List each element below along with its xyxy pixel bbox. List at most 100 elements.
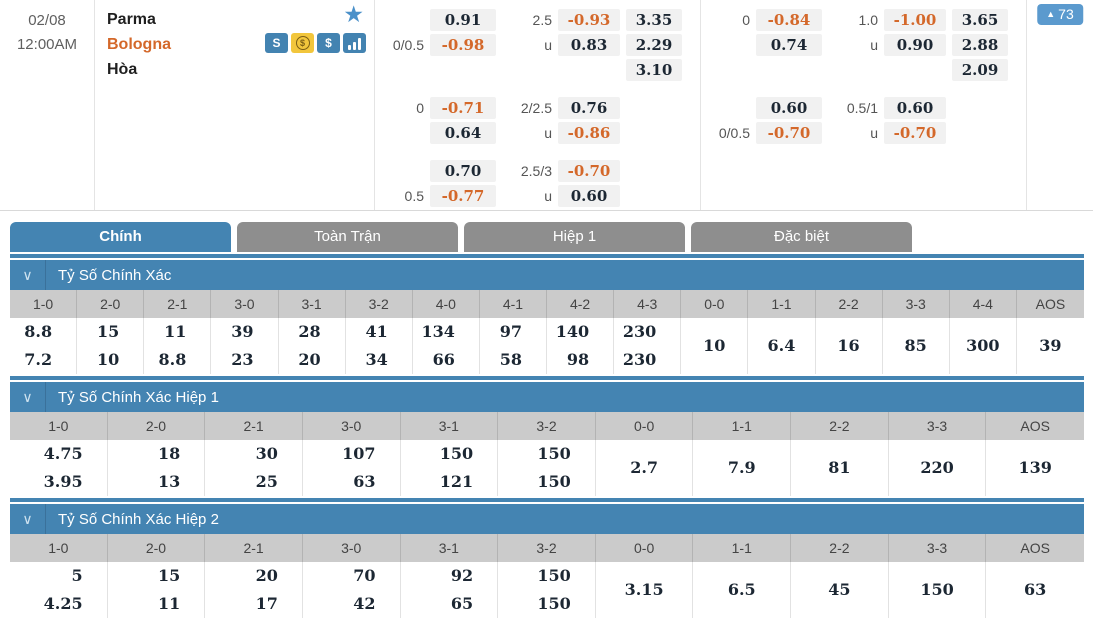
odds-value[interactable]: -0.70: [884, 121, 946, 144]
odds-value[interactable]: -1.00: [884, 8, 946, 31]
score-odds-cell[interactable]: 97 58: [480, 318, 547, 374]
handicap-line-label: 0: [742, 11, 750, 28]
score-odds-cell[interactable]: 28 20: [279, 318, 346, 374]
odds-value: [756, 59, 822, 81]
score-odds-cell[interactable]: 39: [1017, 318, 1084, 374]
score-odds-cell[interactable]: 92 65: [401, 562, 499, 618]
score-odds-cell[interactable]: 6.4: [748, 318, 816, 374]
score-odds-value: 65: [450, 594, 474, 613]
score-odds-cell[interactable]: 15 11: [108, 562, 206, 618]
score-odds-cell[interactable]: 150 150: [498, 440, 596, 496]
tab-chinh[interactable]: Chính: [10, 222, 231, 252]
tab-toan-tran[interactable]: Toàn Trận: [237, 222, 458, 252]
score-odds-value: 7.9: [727, 458, 756, 477]
score-odds-value: 28: [298, 322, 321, 341]
score-odds-cell[interactable]: 41 34: [346, 318, 413, 374]
score-odds-cell[interactable]: 63: [986, 562, 1084, 618]
favorite-star-icon[interactable]: ★: [343, 1, 364, 27]
score-odds-cell[interactable]: 39 23: [211, 318, 279, 374]
score-odds-cell[interactable]: 4.75 3.95: [10, 440, 108, 496]
score-odds-cell[interactable]: 300: [950, 318, 1017, 374]
collapse-chevron-icon[interactable]: ∨: [10, 260, 46, 290]
section-divider: [10, 498, 1084, 502]
odds-value: [626, 185, 682, 207]
score-odds-value: 66: [432, 350, 455, 369]
score-odds-value: 23: [231, 350, 254, 369]
odds-value[interactable]: -0.86: [558, 121, 620, 144]
score-odds-cell[interactable]: 45: [791, 562, 889, 618]
odds-value[interactable]: -0.98: [430, 33, 496, 56]
score-odds-value: 150: [537, 594, 571, 613]
odds-value[interactable]: 3.35: [626, 8, 682, 31]
score-header: 1-1: [693, 534, 792, 562]
score-odds-cell[interactable]: 70 42: [303, 562, 401, 618]
odds-value[interactable]: 0.64: [430, 121, 496, 144]
odds-value[interactable]: -0.71: [430, 96, 496, 119]
coin-icon[interactable]: $: [291, 33, 314, 53]
score-odds-cell[interactable]: 8.8 7.2: [10, 318, 78, 374]
score-odds-cell[interactable]: 140 98: [547, 318, 615, 374]
odds-block-left: 0.91 2.5 -0.93 3.35 0/0.5 -0.98 u 0.83 2.29 3.10…: [375, 0, 701, 210]
more-markets-badge[interactable]: ▲ 73: [1037, 4, 1083, 25]
score-odds-cell[interactable]: 6.5: [693, 562, 792, 618]
score-odds-cell[interactable]: 230 230: [614, 318, 682, 374]
match-date: 02/08: [28, 12, 66, 29]
odds-value[interactable]: -0.70: [558, 159, 620, 182]
odds-value[interactable]: 2.09: [952, 58, 1008, 81]
tab-dac-biet[interactable]: Đặc biệt: [691, 222, 912, 252]
odds-value[interactable]: -0.84: [756, 8, 822, 31]
score-odds-cell[interactable]: 30 25: [205, 440, 303, 496]
odds-value[interactable]: 0.91: [430, 8, 496, 31]
odds-value[interactable]: 2.29: [626, 33, 682, 56]
odds-value[interactable]: 0.74: [756, 33, 822, 56]
odds-value[interactable]: 0.60: [884, 96, 946, 119]
odds-value: [952, 122, 1008, 144]
bar-chart-icon[interactable]: [343, 33, 366, 53]
odds-value[interactable]: 0.83: [558, 33, 620, 56]
odds-value[interactable]: -0.70: [756, 121, 822, 144]
home-team-link[interactable]: Parma: [107, 11, 156, 28]
score-odds-cell[interactable]: 139: [986, 440, 1084, 496]
score-odds-cell[interactable]: 2.7: [596, 440, 694, 496]
score-odds-cell[interactable]: 16: [816, 318, 883, 374]
score-odds-cell[interactable]: 150: [889, 562, 987, 618]
tab-hiep-1[interactable]: Hiệp 1: [464, 222, 685, 252]
score-odds-cell[interactable]: 150 150: [498, 562, 596, 618]
odds-value[interactable]: 0.70: [430, 159, 496, 182]
score-odds-cell[interactable]: 7.9: [693, 440, 792, 496]
ribbon-icon[interactable]: S: [265, 33, 288, 53]
score-odds-cell[interactable]: 18 13: [108, 440, 206, 496]
odds-value[interactable]: 0.90: [884, 33, 946, 56]
overunder-line-label: 0.5/1: [846, 99, 878, 116]
away-team-link[interactable]: Bologna: [107, 36, 171, 53]
odds-group-spacer: [375, 82, 700, 95]
collapse-chevron-icon[interactable]: ∨: [10, 382, 46, 412]
score-odds-cell[interactable]: 81: [791, 440, 889, 496]
score-odds-value: 230: [622, 350, 657, 369]
score-odds-cell[interactable]: 11 8.8: [144, 318, 212, 374]
odds-value[interactable]: -0.93: [558, 8, 620, 31]
score-odds-cell[interactable]: 10: [681, 318, 749, 374]
score-odds-value: 6.5: [727, 580, 756, 599]
odds-value[interactable]: -0.77: [430, 184, 496, 207]
score-odds-cell[interactable]: 220: [889, 440, 987, 496]
score-odds-cell[interactable]: 15 10: [77, 318, 145, 374]
score-odds-cell[interactable]: 3.15: [596, 562, 694, 618]
odds-value[interactable]: 3.10: [626, 58, 682, 81]
score-odds-cell[interactable]: 85: [883, 318, 950, 374]
score-odds-cell[interactable]: 134 66: [413, 318, 480, 374]
collapse-chevron-icon[interactable]: ∨: [10, 504, 46, 534]
odds-value: [430, 59, 496, 81]
odds-value[interactable]: 0.60: [756, 96, 822, 119]
score-odds-cell[interactable]: 107 63: [303, 440, 401, 496]
odds-value[interactable]: 0.60: [558, 184, 620, 207]
odds-value[interactable]: 0.76: [558, 96, 620, 119]
odds-value[interactable]: 2.88: [952, 33, 1008, 56]
dollar-icon[interactable]: $: [317, 33, 340, 53]
score-odds-cell[interactable]: 5 4.25: [10, 562, 108, 618]
odds-value[interactable]: 3.65: [952, 8, 1008, 31]
odds-row: 0.74 u 0.90 2.88: [701, 32, 1026, 57]
score-header: 3-0: [303, 412, 401, 440]
score-odds-cell[interactable]: 20 17: [205, 562, 303, 618]
score-odds-cell[interactable]: 150 121: [401, 440, 499, 496]
